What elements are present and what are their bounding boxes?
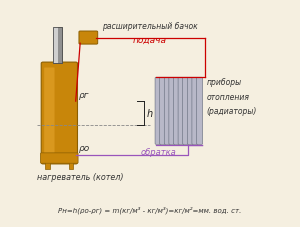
FancyBboxPatch shape	[192, 78, 198, 145]
Text: Pн=h(ρо-ρг) = m(кг/м³ - кг/м³)=кг/м²=мм. вод. ст.: Pн=h(ρо-ρг) = m(кг/м³ - кг/м³)=кг/м²=мм.…	[58, 205, 242, 213]
FancyBboxPatch shape	[169, 78, 175, 145]
Bar	[53, 28, 58, 64]
Text: отопления: отопления	[206, 92, 250, 101]
Text: ρо: ρо	[79, 144, 90, 153]
FancyBboxPatch shape	[155, 78, 161, 145]
Text: подача: подача	[132, 36, 166, 45]
Text: обратка: обратка	[141, 147, 177, 156]
Text: расширительный бачок: расширительный бачок	[102, 22, 198, 31]
Bar	[53, 28, 62, 64]
Text: ρг: ρг	[79, 90, 89, 99]
FancyBboxPatch shape	[173, 78, 180, 145]
FancyBboxPatch shape	[183, 78, 189, 145]
FancyBboxPatch shape	[196, 78, 202, 145]
Text: h: h	[146, 109, 153, 118]
FancyBboxPatch shape	[41, 63, 77, 164]
Text: (радиаторы): (радиаторы)	[206, 107, 257, 116]
FancyBboxPatch shape	[178, 78, 184, 145]
FancyBboxPatch shape	[164, 78, 170, 145]
FancyBboxPatch shape	[79, 32, 98, 45]
Bar	[45, 162, 50, 170]
Text: нагреватель (котел): нагреватель (котел)	[37, 172, 124, 181]
FancyBboxPatch shape	[44, 68, 55, 159]
Bar	[53, 28, 62, 64]
Text: приборы: приборы	[206, 78, 242, 86]
Bar	[69, 162, 73, 170]
FancyBboxPatch shape	[40, 153, 78, 163]
FancyBboxPatch shape	[187, 78, 194, 145]
FancyBboxPatch shape	[160, 78, 166, 145]
